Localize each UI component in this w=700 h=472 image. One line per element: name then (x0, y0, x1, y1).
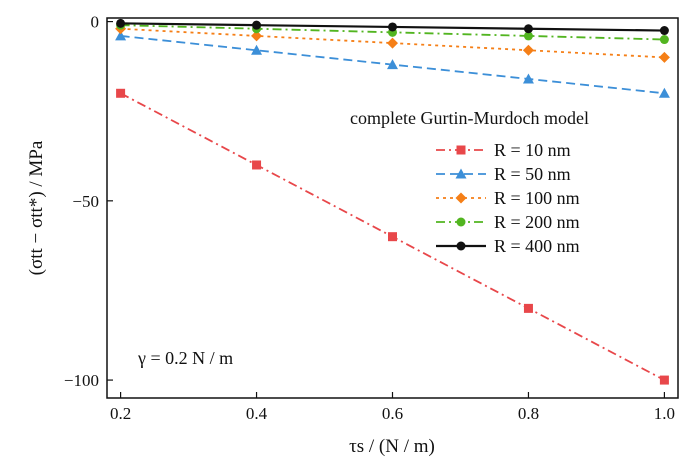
legend-marker (456, 217, 466, 227)
series-2 (115, 30, 670, 98)
data-point (252, 160, 262, 170)
y-tick-label: −50 (72, 192, 99, 211)
legend: R = 10 nm R = 50 nm R = 100 nm R = 200 nm R … (436, 140, 580, 256)
data-point (659, 26, 669, 36)
ticks: 0.2 0.4 0.6 0.8 1.0 0 −50 −100 (64, 13, 675, 423)
data-point (659, 375, 669, 385)
data-point (388, 22, 397, 32)
legend-label: R = 400 nm (494, 236, 580, 256)
x-tick-label: 0.8 (518, 404, 539, 423)
legend-entry: R = 50 nm (436, 164, 571, 184)
data-point (522, 73, 534, 84)
x-tick-label: 0.4 (246, 404, 268, 423)
y-tick-label: 0 (91, 13, 100, 32)
legend-label: R = 50 nm (494, 164, 571, 184)
legend-marker (456, 145, 466, 155)
series-layer (115, 18, 670, 385)
legend-entry: R = 200 nm (436, 212, 580, 232)
legend-label: R = 10 nm (494, 140, 571, 160)
annotation: γ = 0.2 N / m (137, 348, 233, 368)
data-point (658, 87, 670, 98)
legend-marker (456, 241, 466, 251)
legend-label: R = 200 nm (494, 212, 580, 232)
data-point (658, 51, 670, 63)
data-point (387, 37, 398, 49)
legend-marker (455, 192, 467, 204)
legend-entry: R = 10 nm (436, 140, 571, 160)
x-tick-label: 1.0 (654, 404, 675, 423)
data-point (659, 35, 669, 45)
data-point (388, 232, 397, 242)
legend-entry: R = 100 nm (436, 188, 580, 208)
x-tick-label: 0.6 (382, 404, 403, 423)
plot-frame (106, 17, 679, 399)
data-point (116, 88, 126, 98)
data-point (522, 44, 534, 56)
data-point (523, 24, 533, 34)
legend-title: complete Gurtin-Murdoch model (350, 108, 589, 128)
legend-label: R = 100 nm (494, 188, 580, 208)
series-5 (116, 18, 669, 36)
legend-marker (455, 168, 467, 179)
y-axis-label: (σtt − σtt*) / MPa (26, 140, 47, 275)
data-point (251, 30, 263, 42)
x-tick-label: 0.2 (110, 404, 131, 423)
data-point (523, 31, 533, 41)
data-point (523, 303, 533, 313)
y-tick-label: −100 (64, 371, 99, 390)
data-point (251, 44, 263, 55)
legend-entry: R = 400 nm (436, 236, 580, 256)
data-point (115, 30, 127, 41)
data-point (116, 18, 126, 28)
x-axis-label: τs / (N / m) (349, 436, 435, 457)
data-point (387, 59, 398, 70)
data-point (252, 20, 262, 30)
series-1 (116, 88, 669, 385)
